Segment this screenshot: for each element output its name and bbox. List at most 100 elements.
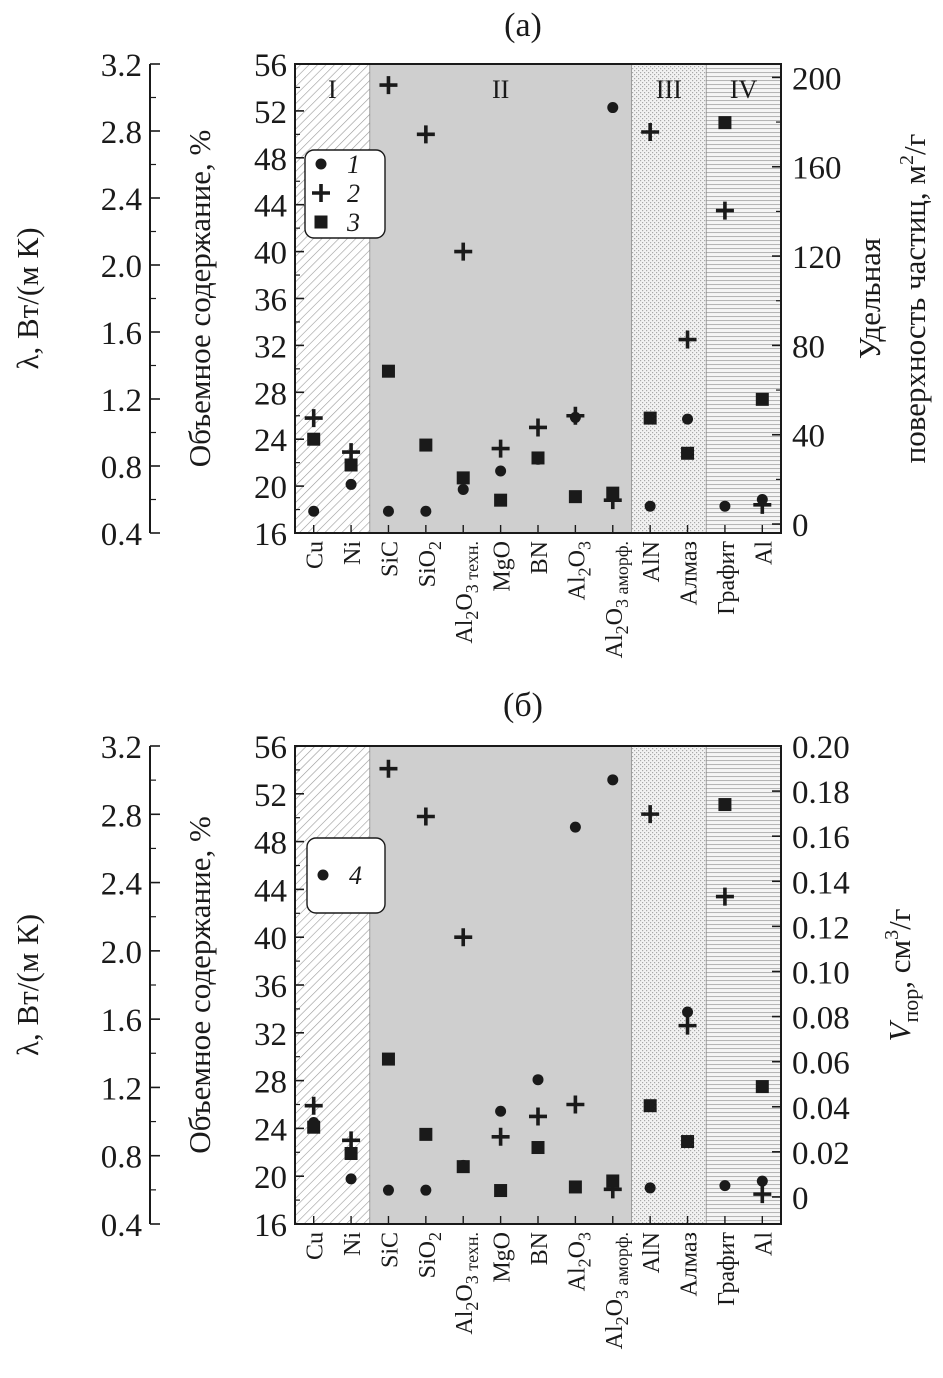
x-label-part: AlN xyxy=(639,1232,665,1273)
lambda-axis-tick-label: 0.8 xyxy=(101,450,142,486)
x-label-part: Al xyxy=(452,1310,478,1334)
marker-square-AlN xyxy=(643,411,657,425)
lambda-axis-title: λ, Вт/(м К) xyxy=(10,914,45,1056)
x-axis-label-diamond: Алмаз xyxy=(677,541,703,605)
right-axis-title-sub: пор xyxy=(898,989,923,1023)
right-axis-tick-label: 0.14 xyxy=(792,865,850,901)
region-1 xyxy=(295,64,370,533)
right-axis-tick-label: 80 xyxy=(792,329,825,365)
x-label-part: Ni xyxy=(340,1232,366,1256)
x-label-part: BN xyxy=(527,1232,553,1265)
marker-square-Al2O3amorph xyxy=(606,486,620,500)
legend-label: 1 xyxy=(347,150,360,179)
lambda-axis-tick-label: 2.8 xyxy=(101,115,142,151)
region-label: III xyxy=(656,75,682,104)
left-axis-tick-label: 32 xyxy=(254,1017,287,1053)
right-axis-title-v: V xyxy=(882,1019,917,1041)
x-axis-label-SiC: SiC xyxy=(377,541,403,577)
x-axis-label-Al2O3amorph: Al2O3 аморф. xyxy=(602,1232,632,1349)
x-label-part: SiO xyxy=(415,1241,441,1278)
marker-plus-Al xyxy=(753,495,772,514)
right-axis-title-tail: /г xyxy=(897,134,932,155)
left-axis-tick-label: 24 xyxy=(254,423,287,459)
panel-label: (а) xyxy=(504,7,542,44)
x-label-part: SiC xyxy=(377,541,403,577)
x-axis-label-Cu: Cu xyxy=(303,1232,329,1260)
x-label-part: SiC xyxy=(377,1232,403,1268)
x-label-sub: 2 xyxy=(574,1258,594,1267)
right-axis-tick-label: 160 xyxy=(792,151,842,187)
x-label-part: MgO xyxy=(490,1232,516,1283)
marker-circle-Ni xyxy=(345,478,357,490)
x-axis-label-Al2O3amorph: Al2O3 аморф. xyxy=(602,541,632,658)
x-label-sub2: 3 аморф. xyxy=(612,1232,632,1299)
x-label-sub: 2 xyxy=(425,1232,445,1241)
x-label-sub2: 3 техн. xyxy=(462,1232,482,1284)
left-axis-tick-label: 40 xyxy=(254,921,287,957)
volume-axis-title: Объемное содержание, % xyxy=(182,816,217,1154)
right-axis-title-tail: , см xyxy=(882,940,917,989)
left-axis-tick-label: 52 xyxy=(254,778,287,814)
marker-square-Al2O3tech xyxy=(456,1160,470,1174)
marker-plus-Ni xyxy=(342,1131,361,1150)
x-axis-label-Ni: Ni xyxy=(340,541,366,565)
left-axis-tick-label: 16 xyxy=(254,1208,287,1244)
marker-plus-Al2O3 xyxy=(566,406,585,425)
marker-plus-AlN xyxy=(641,123,660,142)
panel-a: (а)I II III IV56524844403632282420163.22.82… xyxy=(10,7,932,658)
x-label-sub2: 3 xyxy=(574,1232,594,1241)
lambda-axis-tick-label: 0.4 xyxy=(101,1208,142,1244)
marker-plus-Al2O3tech xyxy=(454,242,473,261)
marker-plus-diamond xyxy=(678,330,697,349)
right-axis-tick-label: 0.06 xyxy=(792,1046,850,1082)
region-2 xyxy=(369,64,632,533)
right-axis-tick-label: 0.02 xyxy=(792,1136,850,1172)
right-axis-tick-label: 0.12 xyxy=(792,910,850,946)
marker-circle-graphite xyxy=(719,1180,731,1192)
x-axis-label-graphite: Графит xyxy=(714,540,740,614)
marker-circle-Al xyxy=(756,1175,768,1187)
x-label-part: Al xyxy=(452,619,478,643)
legend-marker-plus xyxy=(312,184,330,202)
lambda-axis-tick-label: 0.4 xyxy=(101,517,142,553)
marker-square-Al2O3amorph xyxy=(606,1174,620,1188)
marker-plus-graphite xyxy=(715,887,734,906)
x-label-part: Ni xyxy=(340,541,366,565)
x-axis-label-diamond: Алмаз xyxy=(677,1232,703,1296)
x-label-sub: 2 xyxy=(574,567,594,576)
right-axis-tick-label: 0.18 xyxy=(792,775,850,811)
panel-label: (б) xyxy=(503,687,543,724)
x-axis-label-AlN: AlN xyxy=(639,1232,665,1273)
lambda-axis-tick-label: 2.0 xyxy=(101,249,142,285)
marker-circle-Cu xyxy=(308,505,320,517)
left-axis-tick-label: 16 xyxy=(254,517,287,553)
right-axis-title-tail2: /г xyxy=(882,909,917,930)
marker-square-Ni xyxy=(344,1146,358,1160)
lambda-axis-tick-label: 2.0 xyxy=(101,935,142,971)
right-axis-tick-label: 0.20 xyxy=(792,730,850,766)
legend-marker-circle xyxy=(317,869,329,881)
region-4 xyxy=(706,64,781,533)
marker-square-graphite xyxy=(718,798,732,812)
marker-circle-Al2O3 xyxy=(569,821,581,833)
marker-square-Al xyxy=(755,1080,769,1094)
marker-plus-Al2O3tech xyxy=(454,928,473,947)
marker-square-diamond xyxy=(681,1135,695,1149)
right-axis-tick-label: 0.08 xyxy=(792,1001,850,1037)
marker-square-diamond xyxy=(681,446,695,460)
x-label-part2: O xyxy=(564,1241,590,1258)
right-axis-tick-label: 0 xyxy=(792,508,809,544)
x-axis-label-SiO2: SiO2 xyxy=(415,1232,445,1278)
x-axis-label-Al2O3tech: Al2O3 техн. xyxy=(452,1232,482,1335)
marker-plus-BN xyxy=(529,1107,547,1126)
right-axis-title-line1: Удельная xyxy=(852,238,887,359)
legend-marker-square xyxy=(314,215,328,229)
legend-label: 4 xyxy=(349,861,362,890)
marker-square-BN xyxy=(531,451,545,465)
x-label-part: Al xyxy=(564,1267,590,1291)
marker-square-SiC xyxy=(381,1052,395,1066)
x-label-part: Cu xyxy=(303,541,329,569)
x-axis-label-SiC: SiC xyxy=(377,1232,403,1268)
marker-circle-SiC xyxy=(382,505,394,517)
